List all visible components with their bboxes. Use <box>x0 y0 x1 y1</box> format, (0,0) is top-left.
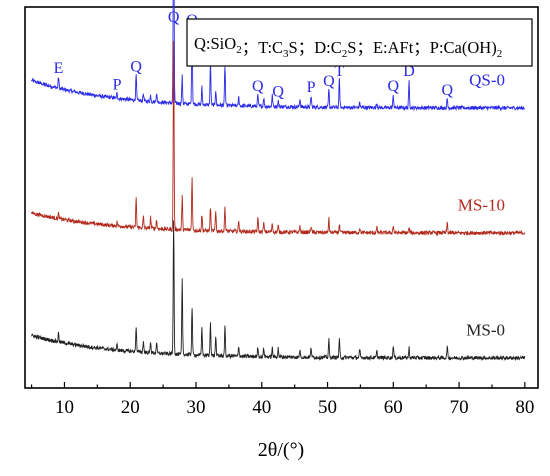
series-line-ms-0 <box>31 220 526 362</box>
x-tick-label: 10 <box>55 397 74 418</box>
peak-annotation: P <box>113 76 122 93</box>
x-tick-label: 50 <box>318 397 337 418</box>
peak-annotation: Q <box>168 9 180 26</box>
peak-annotation: P <box>307 79 316 96</box>
series-label: QS-0 <box>469 71 505 90</box>
x-tick-label: 40 <box>252 397 271 418</box>
legend-box <box>186 18 533 67</box>
series-line-qs-0 <box>31 0 526 112</box>
peak-annotation: Q <box>323 73 335 90</box>
peak-annotation: E <box>54 60 64 77</box>
series-label: MS-10 <box>458 196 505 215</box>
peak-annotation: T <box>334 63 344 80</box>
peak-annotation: Q <box>441 82 453 99</box>
plot-frame <box>24 6 539 389</box>
x-axis-label: 2θ/(°) <box>258 439 304 461</box>
series-label: MS-0 <box>466 321 505 340</box>
peak-annotation: Q <box>130 58 142 75</box>
peak-annotation: Q <box>252 78 264 95</box>
series-line-ms-10 <box>31 40 526 237</box>
x-axis: 10 20 30 40 50 60 70 80 <box>30 382 534 418</box>
x-tick-label: 60 <box>384 397 403 418</box>
series-labels: QS-0 MS-10 MS-0 <box>458 71 505 340</box>
x-tick-label: 70 <box>450 397 469 418</box>
x-tick-label: 30 <box>187 397 206 418</box>
peak-annotation: Q <box>388 78 400 95</box>
legend-text: Q:SiO2；T:C3S；D:C2S；E:AFt；P:Ca(OH)2 <box>194 34 502 60</box>
peak-annotation: Q <box>272 83 284 100</box>
peak-annotation: D <box>403 63 415 80</box>
x-tick-label: 80 <box>515 397 534 418</box>
x-tick-label: 20 <box>121 397 140 418</box>
legend: Q:SiO2；T:C3S；D:C2S；E:AFt；P:Ca(OH)2 <box>186 18 533 67</box>
series-layer <box>31 0 526 362</box>
